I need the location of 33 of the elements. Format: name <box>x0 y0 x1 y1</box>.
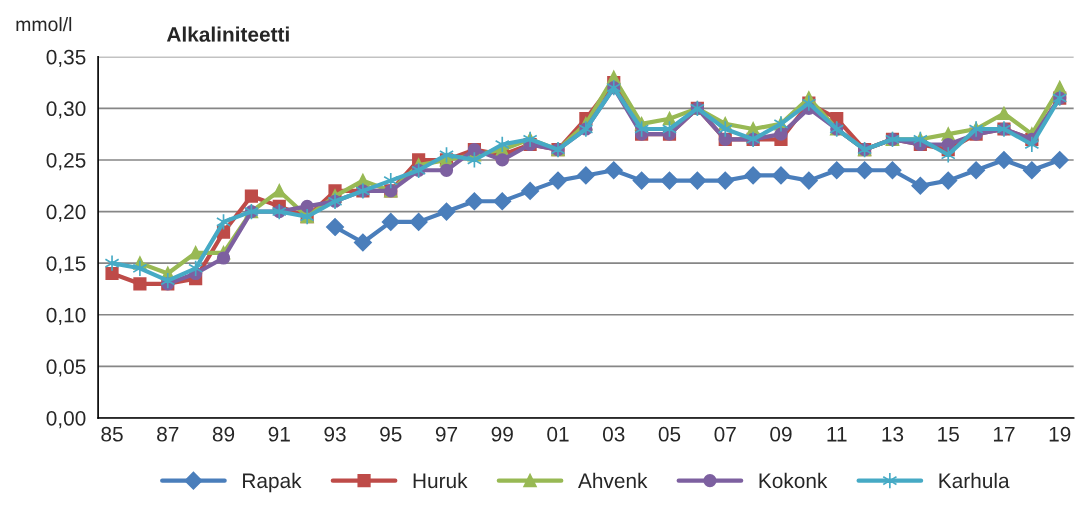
y-tick-label: 0,05 <box>46 359 86 377</box>
x-tick-label: 95 <box>380 426 402 442</box>
y-tick-label: 0,15 <box>46 256 86 274</box>
x-tick-label: 85 <box>101 426 123 442</box>
x-tick-label: 93 <box>324 426 346 442</box>
x-tick-label: 87 <box>157 426 179 442</box>
x-tick-label: 15 <box>938 427 959 442</box>
x-tick-label: 11 <box>827 427 847 442</box>
y-tick-label: 0,30 <box>46 101 86 119</box>
legend-label: Ahvenk <box>578 472 648 489</box>
y-tick-label: 0,25 <box>46 152 86 171</box>
legend-label: Kokonk <box>759 472 828 489</box>
y-tick-label: 0,20 <box>46 204 86 222</box>
x-tick-label: 03 <box>602 426 625 442</box>
legend-label: Huruk <box>413 472 468 489</box>
x-tick-label: 91 <box>268 426 290 442</box>
y-tick-label: 0,10 <box>46 307 86 325</box>
legend-label: Karhula <box>939 472 1010 489</box>
x-tick-label: 99 <box>491 426 513 442</box>
x-tick-label: 09 <box>770 426 792 442</box>
x-tick-label: 17 <box>993 427 1015 442</box>
x-tick-label: 07 <box>714 426 736 442</box>
x-tick-label: 97 <box>435 426 458 442</box>
x-tick-label: 01 <box>547 426 569 442</box>
x-tick-label: 89 <box>212 426 235 442</box>
y-tick-label: 0,00 <box>46 410 86 429</box>
y-tick-label: 0,35 <box>46 49 86 67</box>
x-tick-label: 19 <box>1049 426 1071 442</box>
x-tick-label: 13 <box>882 426 904 442</box>
legend-label: Rapak <box>243 472 302 493</box>
chart-title: Alkaliniteetti <box>166 26 289 42</box>
y-axis-title: mmol/l <box>16 16 72 32</box>
x-tick-label: 05 <box>658 426 681 442</box>
